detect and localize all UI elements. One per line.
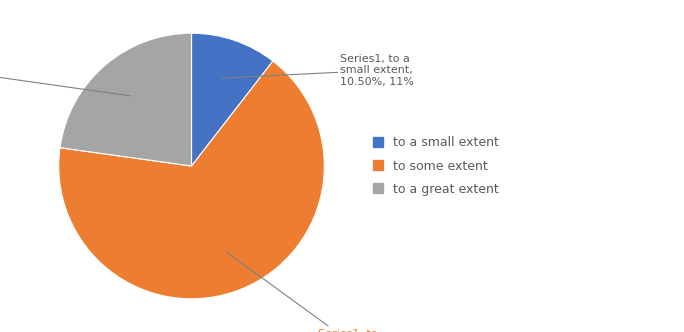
Wedge shape <box>59 61 324 299</box>
Text: Series1, to
some extent,
66.70%, 67%: Series1, to some extent, 66.70%, 67% <box>226 252 392 332</box>
Text: Series1, to a
great extent,
22.80%, 23%: Series1, to a great extent, 22.80%, 23% <box>0 54 131 96</box>
Wedge shape <box>60 33 192 166</box>
Legend: to a small extent, to some extent, to a great extent: to a small extent, to some extent, to a … <box>369 133 502 199</box>
Text: Series1, to a
small extent,
10.50%, 11%: Series1, to a small extent, 10.50%, 11% <box>222 54 414 87</box>
Wedge shape <box>192 33 273 166</box>
